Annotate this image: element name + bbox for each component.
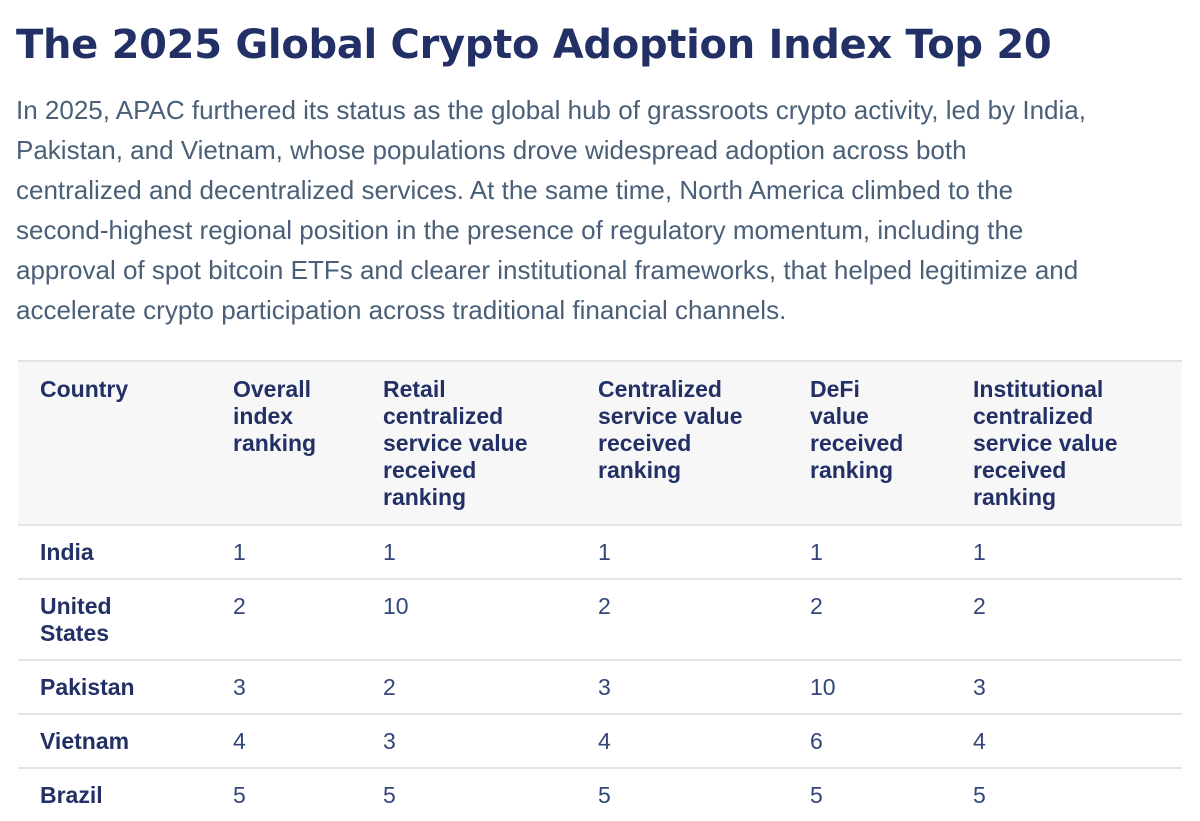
country-name-line: India [40,539,94,565]
retail-rank-cell: 1 [361,524,576,579]
overall-rank-cell: 4 [211,713,361,768]
header-line: service value [598,403,743,429]
overall-rank-cell: 5 [211,767,361,821]
defi-rank-cell: 2 [788,578,951,660]
column-header-country: Country [18,361,211,525]
overall-rank-cell: 3 [211,659,361,714]
centralized-rank-cell: 5 [576,767,788,821]
intro-line: accelerate crypto participation across t… [16,295,787,325]
header-line: value [810,403,869,429]
column-header-institutional-ranking: Institutional centralized service value … [951,361,1182,525]
country-name-line: Brazil [40,782,103,808]
institutional-rank-cell: 2 [951,578,1182,660]
intro-line: In 2025, APAC furthered its status as th… [16,95,1086,125]
centralized-rank-cell: 1 [576,524,788,579]
header-line: service value [973,430,1118,456]
header-line: ranking [810,457,894,483]
country-cell: United States [18,578,211,660]
table-row: Brazil 5 5 5 5 5 [18,767,1182,821]
retail-rank-cell: 10 [361,578,576,660]
header-line: DeFi [810,376,860,402]
defi-rank-cell: 1 [788,524,951,579]
institutional-rank-cell: 4 [951,713,1182,768]
header-line: ranking [973,484,1057,510]
centralized-rank-cell: 3 [576,659,788,714]
centralized-rank-cell: 2 [576,578,788,660]
country-cell: India [18,524,211,579]
defi-rank-cell: 5 [788,767,951,821]
header-line: received [383,457,477,483]
overall-rank-cell: 2 [211,578,361,660]
retail-rank-cell: 3 [361,713,576,768]
centralized-rank-cell: 4 [576,713,788,768]
country-cell: Brazil [18,767,211,821]
defi-rank-cell: 10 [788,659,951,714]
header-line: Country [40,376,129,402]
table-header-row: Country Overall index ranking Retail cen… [18,361,1182,525]
intro-paragraph: In 2025, APAC furthered its status as th… [16,90,1192,330]
header-line: Institutional [973,376,1104,402]
intro-line: Pakistan, and Vietnam, whose populations… [16,135,967,165]
retail-rank-cell: 2 [361,659,576,714]
table-row: United States 2 10 2 2 2 [18,578,1182,660]
column-header-retail-ranking: Retail centralized service value receive… [361,361,576,525]
defi-rank-cell: 6 [788,713,951,768]
intro-line: approval of spot bitcoin ETFs and cleare… [16,255,1079,285]
column-header-defi-ranking: DeFi value received ranking [788,361,951,525]
column-header-centralized-ranking: Centralized service value received ranki… [576,361,788,525]
overall-rank-cell: 1 [211,524,361,579]
country-cell: Pakistan [18,659,211,714]
intro-line: centralized and decentralized services. … [16,175,1014,205]
header-line: Retail [383,376,446,402]
institutional-rank-cell: 5 [951,767,1182,821]
country-name-line: Pakistan [40,674,135,700]
header-line: ranking [598,457,682,483]
country-name-line: States [40,620,110,646]
header-line: centralized [383,403,504,429]
header-line: Overall [233,376,311,402]
country-cell: Vietnam [18,713,211,768]
header-line: service value [383,430,528,456]
institutional-rank-cell: 1 [951,524,1182,579]
header-line: index [233,403,294,429]
header-line: received [973,457,1067,483]
rankings-table-container: Country Overall index ranking Retail cen… [18,360,1182,821]
retail-rank-cell: 5 [361,767,576,821]
table-row: Vietnam 4 3 4 6 4 [18,713,1182,768]
header-line: ranking [233,430,317,456]
institutional-rank-cell: 3 [951,659,1182,714]
header-line: Centralized [598,376,722,402]
country-name-line: United [40,593,112,619]
country-name-line: Vietnam [40,728,130,754]
column-header-overall-index-ranking: Overall index ranking [211,361,361,525]
header-line: received [810,430,904,456]
header-line: received [598,430,692,456]
header-line: ranking [383,484,467,510]
header-line: centralized [973,403,1094,429]
table-row: India 1 1 1 1 1 [18,524,1182,579]
page-title: The 2025 Global Crypto Adoption Index To… [16,22,1052,68]
table-row: Pakistan 3 2 3 10 3 [18,659,1182,714]
rankings-table: Country Overall index ranking Retail cen… [18,360,1182,821]
intro-line: second-highest regional position in the … [16,215,1024,245]
